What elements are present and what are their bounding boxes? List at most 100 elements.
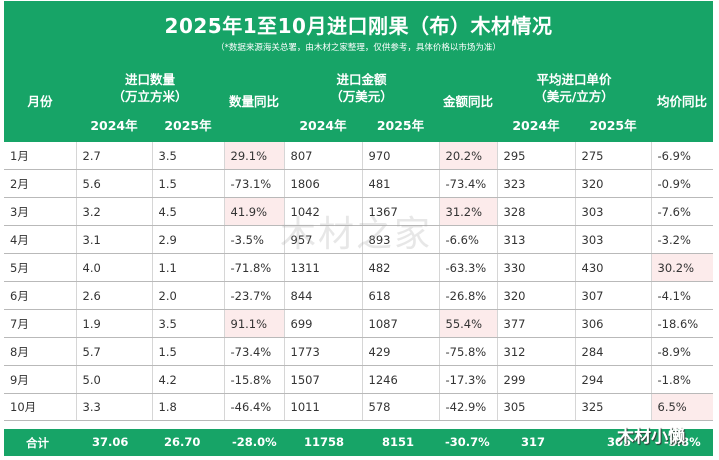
cell-amt-yoy: -63.3%: [439, 253, 498, 282]
table-title: 2025年1至10月进口刚果（布）木材情况: [164, 14, 553, 38]
cell-price-yoy: -1.8%: [651, 365, 713, 394]
header-price-2024: 2024年: [512, 118, 560, 133]
cell-amt-yoy: -73.4%: [439, 169, 498, 198]
cell-price-2024: 377: [497, 309, 576, 338]
cell-price-2025: 303: [575, 197, 652, 226]
cell-amt-2025: 578: [362, 393, 440, 421]
total-qty-yoy: -28.0%: [232, 435, 277, 449]
total-qty-2025: 26.70: [164, 435, 201, 449]
cell-price-2024: 320: [497, 281, 576, 310]
table-row: 7月 1.9 3.5 91.1% 699 1087 55.4% 377 306 -18.6%: [4, 309, 713, 338]
cell-price-2024: 312: [497, 337, 576, 366]
header-price-yoy: 均价同比: [656, 94, 707, 109]
watermark: 木材之家: [280, 214, 433, 255]
cell-month: 10月: [4, 393, 77, 421]
cell-amt-2024: 844: [284, 281, 363, 310]
cell-qty-yoy: 29.1%: [224, 142, 285, 170]
cell-qty-2024: 5.6: [76, 169, 153, 198]
cell-amt-2024: 699: [284, 309, 363, 338]
cell-amt-2025: 481: [362, 169, 440, 198]
cell-qty-2025: 1.5: [152, 169, 225, 198]
cell-qty-2024: 5.7: [76, 337, 153, 366]
cell-amt-yoy: -26.8%: [439, 281, 498, 310]
header-qty-2025: 2025年: [164, 118, 212, 133]
table-row: 10月 3.3 1.8 -46.4% 1011 578 -42.9% 305 325 6.5%: [4, 393, 713, 421]
cell-price-2025: 306: [575, 309, 652, 338]
cell-qty-2024: 2.7: [76, 142, 153, 170]
cell-amt-2025: 893: [362, 225, 440, 254]
cell-price-yoy: -0.9%: [651, 169, 713, 198]
cell-qty-2025: 3.5: [152, 309, 225, 338]
cell-qty-2024: 3.1: [76, 225, 153, 254]
total-price-2025: 305: [607, 435, 632, 449]
cell-price-2024: 295: [497, 142, 576, 170]
header-amt-line2: （万美元）: [330, 89, 393, 104]
cell-amt-yoy: -75.8%: [439, 337, 498, 366]
brand-label: 木材小懒: [617, 427, 685, 447]
cell-month: 9月: [4, 365, 77, 394]
cell-qty-yoy: -46.4%: [224, 393, 285, 421]
cell-qty-2025: 1.5: [152, 337, 225, 366]
cell-amt-2025: 618: [362, 281, 440, 310]
cell-qty-2025: 1.8: [152, 393, 225, 421]
table-row: 2月 5.6 1.5 -73.1% 1806 481 -73.4% 323 320 -0.9%: [4, 169, 713, 198]
cell-qty-yoy: 41.9%: [224, 197, 285, 226]
cell-qty-yoy: -73.4%: [224, 337, 285, 366]
table-row: 4月 3.1 2.9 -3.5% 957 893 -6.6% 313 303 -3.2%: [4, 225, 713, 254]
cell-price-2025: 275: [575, 142, 652, 170]
cell-qty-yoy: -3.5%: [224, 225, 285, 254]
cell-amt-2024: 1311: [284, 253, 363, 282]
header-amt-yoy: 金额同比: [442, 94, 493, 109]
cell-price-2025: 320: [575, 169, 652, 198]
total-amt-2025: 8151: [382, 435, 415, 449]
cell-qty-2025: 4.5: [152, 197, 225, 226]
cell-amt-yoy: -17.3%: [439, 365, 498, 394]
cell-month: 2月: [4, 169, 77, 198]
cell-amt-2024: 1011: [284, 393, 363, 421]
cell-month: 5月: [4, 253, 77, 282]
cell-price-yoy: -4.1%: [651, 281, 713, 310]
cell-price-yoy: -3.2%: [651, 225, 713, 254]
cell-amt-2024: 1806: [284, 169, 363, 198]
header-amt-2024: 2024年: [299, 118, 347, 133]
cell-qty-yoy: -23.7%: [224, 281, 285, 310]
cell-qty-yoy: 91.1%: [224, 309, 285, 338]
cell-qty-yoy: -15.8%: [224, 365, 285, 394]
cell-price-2025: 294: [575, 365, 652, 394]
cell-qty-2024: 2.6: [76, 281, 153, 310]
cell-amt-yoy: -6.6%: [439, 225, 498, 254]
cell-month: 4月: [4, 225, 77, 254]
header-qty-line2: （万立方米）: [112, 89, 188, 104]
table-row: 3月 3.2 4.5 41.9% 1042 1367 31.2% 328 303 -7.6%: [4, 197, 713, 226]
total-qty-2024: 37.06: [92, 435, 129, 449]
cell-month: 8月: [4, 337, 77, 366]
cell-month: 1月: [4, 142, 77, 170]
cell-qty-2025: 2.9: [152, 225, 225, 254]
cell-price-yoy: -18.6%: [651, 309, 713, 338]
header-qty-line1: 进口数量: [124, 72, 175, 87]
cell-amt-2024: 1042: [284, 197, 363, 226]
cell-qty-2025: 1.1: [152, 253, 225, 282]
total-amt-yoy: -30.7%: [445, 435, 490, 449]
total-price-yoy: -3.8%: [664, 435, 701, 449]
cell-month: 7月: [4, 309, 77, 338]
total-label: 合计: [26, 436, 49, 450]
cell-qty-2024: 1.9: [76, 309, 153, 338]
cell-amt-yoy: 31.2%: [439, 197, 498, 226]
cell-qty-2024: 3.2: [76, 197, 153, 226]
cell-amt-yoy: 20.2%: [439, 142, 498, 170]
cell-price-2024: 328: [497, 197, 576, 226]
cell-price-2024: 330: [497, 253, 576, 282]
cell-amt-yoy: -42.9%: [439, 393, 498, 421]
cell-price-2024: 323: [497, 169, 576, 198]
cell-qty-yoy: -73.1%: [224, 169, 285, 198]
table-row: 1月 2.7 3.5 29.1% 807 970 20.2% 295 275 -6.9%: [4, 142, 713, 170]
cell-amt-2024: 1507: [284, 365, 363, 394]
header-month: 月份: [27, 94, 53, 109]
cell-month: 3月: [4, 197, 77, 226]
cell-amt-2025: 1367: [362, 197, 440, 226]
header-qty-2024: 2024年: [90, 118, 138, 133]
cell-price-yoy: 30.2%: [651, 253, 713, 282]
table-row: 6月 2.6 2.0 -23.7% 844 618 -26.8% 320 307 -4.1%: [4, 281, 713, 310]
data-table: 1月 2.7 3.5 29.1% 807 970 20.2% 295 275 -6.9% 2月 5.…: [4, 142, 713, 421]
